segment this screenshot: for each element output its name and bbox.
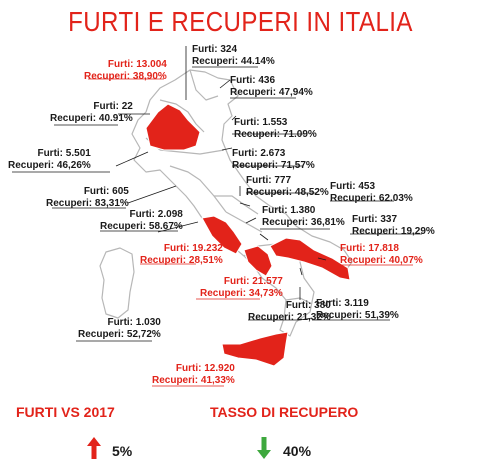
label-umbria: Furti: 453 Recuperi: 62.03% (330, 181, 413, 204)
label-trentino-alto-adige: Furti: 324 Recuperi: 44.14% (192, 44, 275, 67)
tasso-di-recupero-value: 40% (283, 443, 312, 459)
label-liguria: Furti: 605 Recuperi: 83,31% (46, 186, 129, 209)
furti-vs-2017-label: FURTI VS 2017 (16, 404, 115, 420)
label-campania: Furti: 21.577 Recuperi: 34,73% (200, 276, 283, 299)
region-campania-shape (243, 245, 273, 277)
region-lombardia-shape (145, 103, 201, 151)
arrow-down-icon (257, 437, 271, 459)
label-calabria: Furti: 3.119 Recuperi: 51,39% (316, 298, 399, 321)
region-lazio-shape (201, 215, 243, 255)
label-sicilia: Furti: 12.920 Recuperi: 41,33% (152, 363, 235, 386)
peninsula-outline (131, 69, 353, 337)
region-sicilia-shape (221, 331, 289, 367)
label-marche: Furti: 777 Recuperi: 48,52% (246, 175, 329, 198)
label-molise: Furti: 337 Recuperi: 19,29% (352, 214, 435, 237)
label-basilicata: Furti: 380 Recuperi: 21,32% (248, 300, 331, 323)
label-sardegna: Furti: 1.030 Recuperi: 52,72% (78, 317, 161, 340)
label-toscana: Furti: 2.098 Recuperi: 58.67% (100, 209, 183, 232)
label-valle-d-aosta: Furti: 22 Recuperi: 40.91% (50, 101, 133, 124)
label-piemonte: Furti: 5.501 Recuperi: 46,26% (8, 148, 91, 171)
label-emilia-romagna: Furti: 2.673 Recuperi: 71,57% (232, 148, 315, 171)
sardegna-outline (99, 247, 135, 319)
furti-vs-2017-value: 5% (112, 443, 133, 459)
label-veneto: Furti: 1.553 Recuperi: 71.09% (234, 117, 317, 140)
region-puglia-shape (269, 237, 351, 281)
page-title: FURTI E RECUPERI IN ITALIA (68, 6, 413, 37)
label-friuli-venezia-giulia: Furti: 436 Recuperi: 47,94% (230, 75, 313, 98)
label-lazio: Furti: 19.232 Recuperi: 28,51% (140, 243, 223, 266)
tasso-di-recupero-label: TASSO DI RECUPERO (210, 404, 359, 420)
label-lombardia: Furti: 13.004 Recuperi: 38,90% (84, 59, 167, 82)
label-abruzzo: Furti: 1.380 Recuperi: 36,81% (262, 205, 345, 228)
label-puglia: Furti: 17.818 Recuperi: 40,07% (340, 243, 423, 266)
arrow-up-icon (87, 437, 101, 459)
